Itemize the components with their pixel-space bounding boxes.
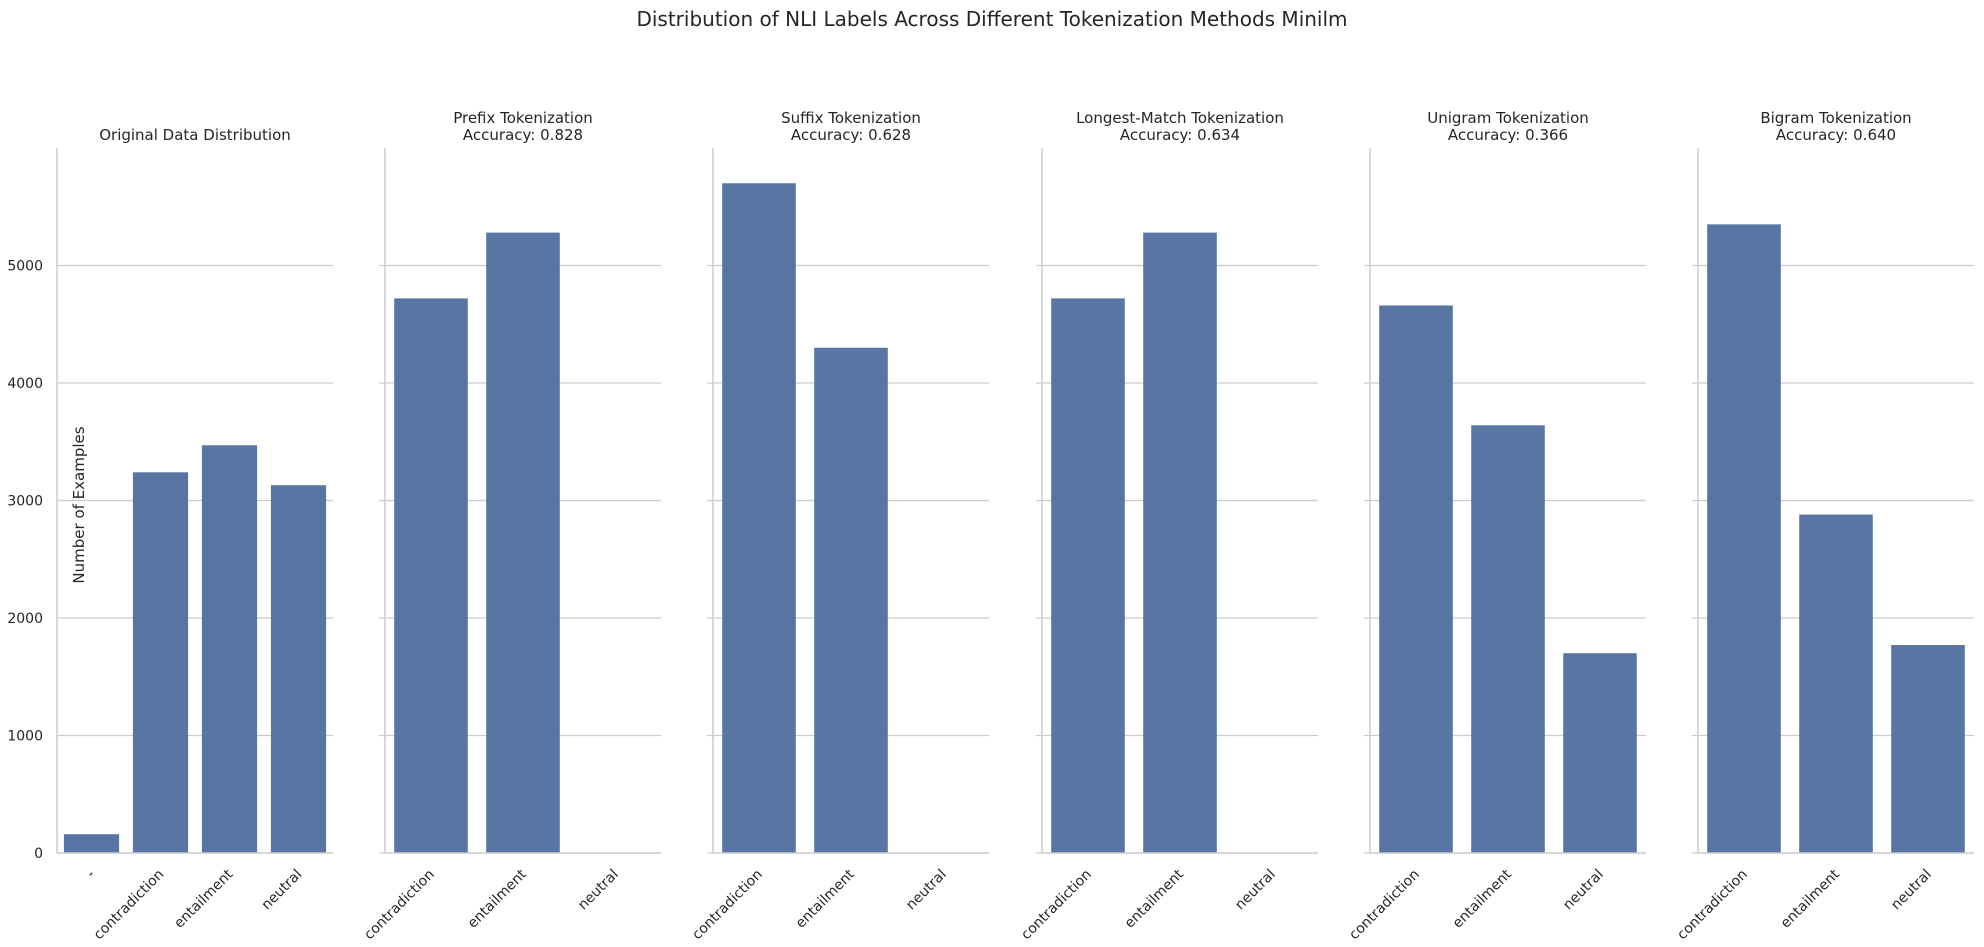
x-tick-label: contradiction: [1018, 867, 1095, 944]
bar: [486, 232, 560, 854]
x-tick-label: entailment: [1450, 866, 1515, 931]
panel-subtitle: Accuracy: 0.628: [791, 126, 911, 144]
x-tick-label: entailment: [1778, 866, 1843, 931]
bar: [1379, 305, 1453, 853]
panel-title: Bigram Tokenization: [1760, 109, 1911, 127]
x-tick-label: neutral: [1232, 867, 1279, 914]
bar: [201, 445, 258, 853]
bar: [1799, 514, 1873, 853]
panel-1: 0 1000 2000 3000 4000 5000 -contradiction entai…: [7, 126, 333, 943]
x-tick-label: contradiction: [1674, 867, 1751, 944]
panel-3: contradiction entailment neutral Suffix Tok…: [689, 109, 989, 943]
panel-subtitle: Accuracy: 0.366: [1448, 126, 1568, 144]
y-tick-label: 2000: [7, 611, 43, 627]
bar: [270, 485, 327, 853]
x-tick-label: contradiction: [361, 867, 438, 944]
panel-title: Unigram Tokenization: [1427, 109, 1589, 127]
bar: [1471, 425, 1545, 853]
x-tick-label: neutral: [575, 867, 622, 914]
bar: [1051, 298, 1125, 853]
x-tick-label: contradiction: [689, 867, 766, 944]
x-tick-label: neutral: [903, 867, 950, 914]
x-tick-label: contradiction: [91, 867, 168, 944]
y-tick-label: 3000: [7, 494, 43, 510]
panel-title: Longest-Match Tokenization: [1076, 109, 1284, 127]
figure-title: Distribution of NLI Labels Across Differ…: [636, 7, 1347, 31]
y-axis-label: Number of Examples: [70, 426, 88, 583]
bar: [722, 183, 796, 853]
panel-subtitle: Accuracy: 0.634: [1120, 126, 1240, 144]
x-tick-label: neutral: [1888, 867, 1935, 914]
panel-4: contradiction entailment neutral Longest-Ma…: [1018, 109, 1318, 943]
y-tick-label: 4000: [7, 376, 43, 392]
y-tick-label: 5000: [7, 259, 43, 275]
panel-title: Suffix Tokenization: [781, 109, 921, 127]
x-tick-label: entailment: [171, 866, 236, 931]
y-tick-label: 1000: [7, 729, 43, 745]
x-tick-label: neutral: [1560, 867, 1607, 914]
panel-6: contradiction entailment neutral Bigram Tok…: [1674, 109, 1974, 943]
panel-subtitle: Accuracy: 0.640: [1776, 126, 1896, 144]
panel-5: contradiction entailment neutral Unigram To…: [1346, 109, 1646, 943]
bar: [1563, 653, 1637, 853]
panel-2: contradiction entailment neutral Prefix Tok…: [361, 109, 661, 943]
bar: [1891, 645, 1965, 853]
y-tick-label: 0: [34, 846, 43, 862]
x-tick-label: neutral: [259, 867, 306, 914]
bar: [1143, 232, 1217, 854]
bar: [814, 347, 888, 853]
bar: [132, 472, 189, 853]
panel-title: Original Data Distribution: [99, 126, 291, 144]
bar: [63, 834, 120, 853]
x-tick-label: entailment: [1122, 866, 1187, 931]
panel-title: Prefix Tokenization: [453, 109, 593, 127]
bar: [1707, 224, 1781, 853]
panel-subtitle: Accuracy: 0.828: [463, 126, 583, 144]
bar: [394, 298, 468, 853]
x-tick-label: entailment: [465, 866, 530, 931]
x-tick-label: contradiction: [1346, 867, 1423, 944]
x-tick-label: -: [83, 867, 98, 882]
x-tick-label: entailment: [793, 866, 858, 931]
